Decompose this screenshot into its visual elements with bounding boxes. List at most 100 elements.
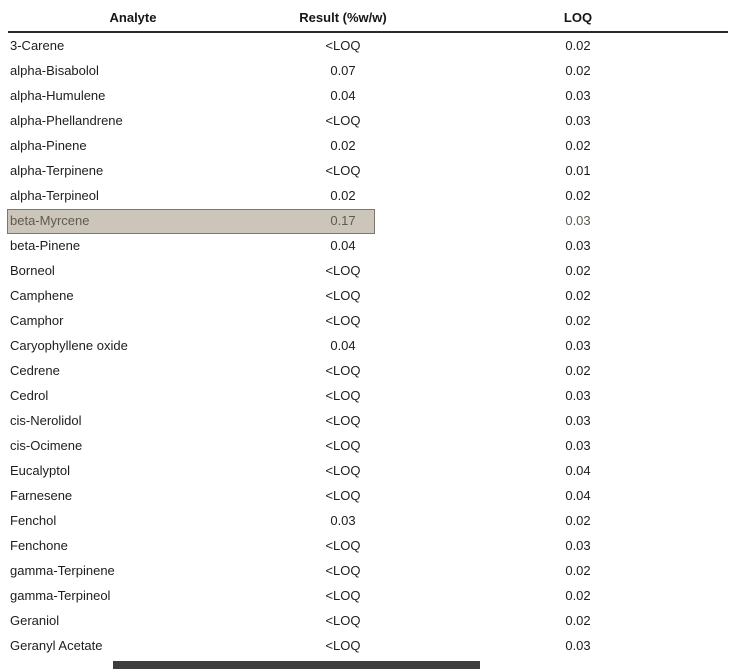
loq-value-cell: 0.02 (565, 613, 591, 628)
analyte-name-cell: Fenchol (10, 513, 57, 528)
loq-value-cell: 0.03 (565, 113, 591, 128)
result-value-cell: <LOQ (325, 113, 361, 128)
result-value-cell: 0.03 (330, 513, 356, 528)
loq-value-cell: 0.03 (565, 238, 591, 253)
loq-value-cell: 0.03 (565, 413, 591, 428)
analyte-name-cell: alpha-Humulene (10, 88, 106, 103)
analyte-name-cell: Camphor (10, 313, 64, 328)
result-value-cell: 0.04 (330, 338, 356, 353)
analyte-name-cell: Camphene (10, 288, 74, 303)
table-row: Caryophyllene oxide 0.04 0.03 (8, 333, 728, 358)
table-row: beta-Myrcene 0.17 0.03 (7, 208, 728, 234)
loq-value-cell: 0.02 (565, 263, 591, 278)
loq-value-cell: 0.03 (565, 538, 591, 553)
table-row: cis-Ocimene <LOQ 0.03 (8, 433, 728, 458)
loq-value-cell: 0.03 (565, 438, 591, 453)
loq-value-cell: 0.02 (565, 38, 591, 53)
selected-row-highlight-box[interactable] (7, 208, 375, 234)
loq-value-cell: 0.04 (565, 463, 591, 478)
analyte-name-cell: Eucalyptol (10, 463, 70, 478)
result-value-cell: 0.04 (330, 238, 356, 253)
result-value-cell: 0.04 (330, 88, 356, 103)
table-row: Geraniol <LOQ 0.02 (8, 608, 728, 633)
loq-value-cell: 0.02 (565, 313, 591, 328)
analyte-name-cell: Borneol (10, 263, 55, 278)
table-row: Cedrene <LOQ 0.02 (8, 358, 728, 383)
result-value-cell: <LOQ (325, 288, 361, 303)
table-row: Borneol <LOQ 0.02 (8, 258, 728, 283)
analyte-name-cell: alpha-Pinene (10, 138, 87, 153)
analyte-name-cell: beta-Myrcene (10, 213, 90, 228)
table-row: Cedrol <LOQ 0.03 (8, 383, 728, 408)
table-row: alpha-Phellandrene <LOQ 0.03 (8, 108, 728, 133)
table-row: Camphor <LOQ 0.02 (8, 308, 728, 333)
analyte-name-cell: Farnesene (10, 488, 73, 503)
result-value-cell: 0.02 (330, 188, 356, 203)
table-row: gamma-Terpinene <LOQ 0.02 (8, 558, 728, 583)
table-row: Fenchol 0.03 0.02 (8, 508, 728, 533)
table-row: gamma-Terpineol <LOQ 0.02 (8, 583, 728, 608)
loq-value-cell: 0.03 (565, 88, 591, 103)
table-row: alpha-Humulene 0.04 0.03 (8, 83, 728, 108)
loq-value-cell: 0.02 (565, 288, 591, 303)
result-value-cell: <LOQ (325, 463, 361, 478)
table-row: alpha-Terpineol 0.02 0.02 (8, 183, 728, 208)
loq-value-cell: 0.02 (565, 588, 591, 603)
result-value-cell: <LOQ (325, 388, 361, 403)
result-value-cell: <LOQ (325, 438, 361, 453)
table-row: Camphene <LOQ 0.02 (8, 283, 728, 308)
loq-value-cell: 0.04 (565, 488, 591, 503)
loq-value-cell: 0.03 (565, 388, 591, 403)
result-value-cell: <LOQ (325, 588, 361, 603)
column-header-result: Result (%w/w) (299, 10, 387, 25)
analyte-name-cell: cis-Nerolidol (10, 413, 82, 428)
loq-value-cell: 0.02 (565, 513, 591, 528)
analyte-name-cell: gamma-Terpinene (10, 563, 115, 578)
result-value-cell: <LOQ (325, 613, 361, 628)
loq-value-cell: 0.03 (565, 213, 591, 228)
table-row: beta-Pinene 0.04 0.03 (8, 233, 728, 258)
analyte-name-cell: Geraniol (10, 613, 60, 628)
loq-value-cell: 0.02 (565, 563, 591, 578)
analyte-name-cell: gamma-Terpineol (10, 588, 111, 603)
result-value-cell: <LOQ (325, 38, 361, 53)
table-row: Eucalyptol <LOQ 0.04 (8, 458, 728, 483)
table-row: Geranyl Acetate <LOQ 0.03 (8, 633, 728, 658)
terpene-results-table: Analyte Result (%w/w) LOQ 3-Carene <LOQ 0.… (7, 0, 728, 658)
analyte-name-cell: alpha-Phellandrene (10, 113, 123, 128)
result-value-cell: 0.07 (330, 63, 356, 78)
loq-value-cell: 0.02 (565, 188, 591, 203)
result-value-cell: <LOQ (325, 488, 361, 503)
column-header-loq: LOQ (563, 10, 593, 25)
analyte-name-cell: Cedrene (10, 363, 60, 378)
analyte-name-cell: Caryophyllene oxide (10, 338, 128, 353)
loq-value-cell: 0.02 (565, 363, 591, 378)
loq-value-cell: 0.03 (565, 638, 591, 653)
table-header-row: Analyte Result (%w/w) LOQ (8, 0, 728, 33)
table-row: alpha-Pinene 0.02 0.02 (8, 133, 728, 158)
table-row: alpha-Bisabolol 0.07 0.02 (8, 58, 728, 83)
analyte-name-cell: alpha-Terpinene (10, 163, 104, 178)
table-row: Fenchone <LOQ 0.03 (8, 533, 728, 558)
loq-value-cell: 0.03 (565, 338, 591, 353)
result-value-cell: <LOQ (325, 413, 361, 428)
loq-value-cell: 0.01 (565, 163, 591, 178)
column-header-analyte: Analyte (109, 10, 157, 25)
result-value-cell: <LOQ (325, 263, 361, 278)
result-value-cell: <LOQ (325, 313, 361, 328)
result-value-cell: 0.17 (330, 213, 356, 228)
analyte-name-cell: cis-Ocimene (10, 438, 83, 453)
analyte-name-cell: beta-Pinene (10, 238, 81, 253)
table-row: cis-Nerolidol <LOQ 0.03 (8, 408, 728, 433)
result-value-cell: 0.02 (330, 138, 356, 153)
table-row: 3-Carene <LOQ 0.02 (8, 33, 728, 58)
table-row: Farnesene <LOQ 0.04 (8, 483, 728, 508)
result-value-cell: <LOQ (325, 638, 361, 653)
result-value-cell: <LOQ (325, 563, 361, 578)
analyte-name-cell: alpha-Bisabolol (10, 63, 99, 78)
analyte-name-cell: alpha-Terpineol (10, 188, 99, 203)
loq-value-cell: 0.02 (565, 63, 591, 78)
analyte-name-cell: Cedrol (10, 388, 49, 403)
table-row: alpha-Terpinene <LOQ 0.01 (8, 158, 728, 183)
